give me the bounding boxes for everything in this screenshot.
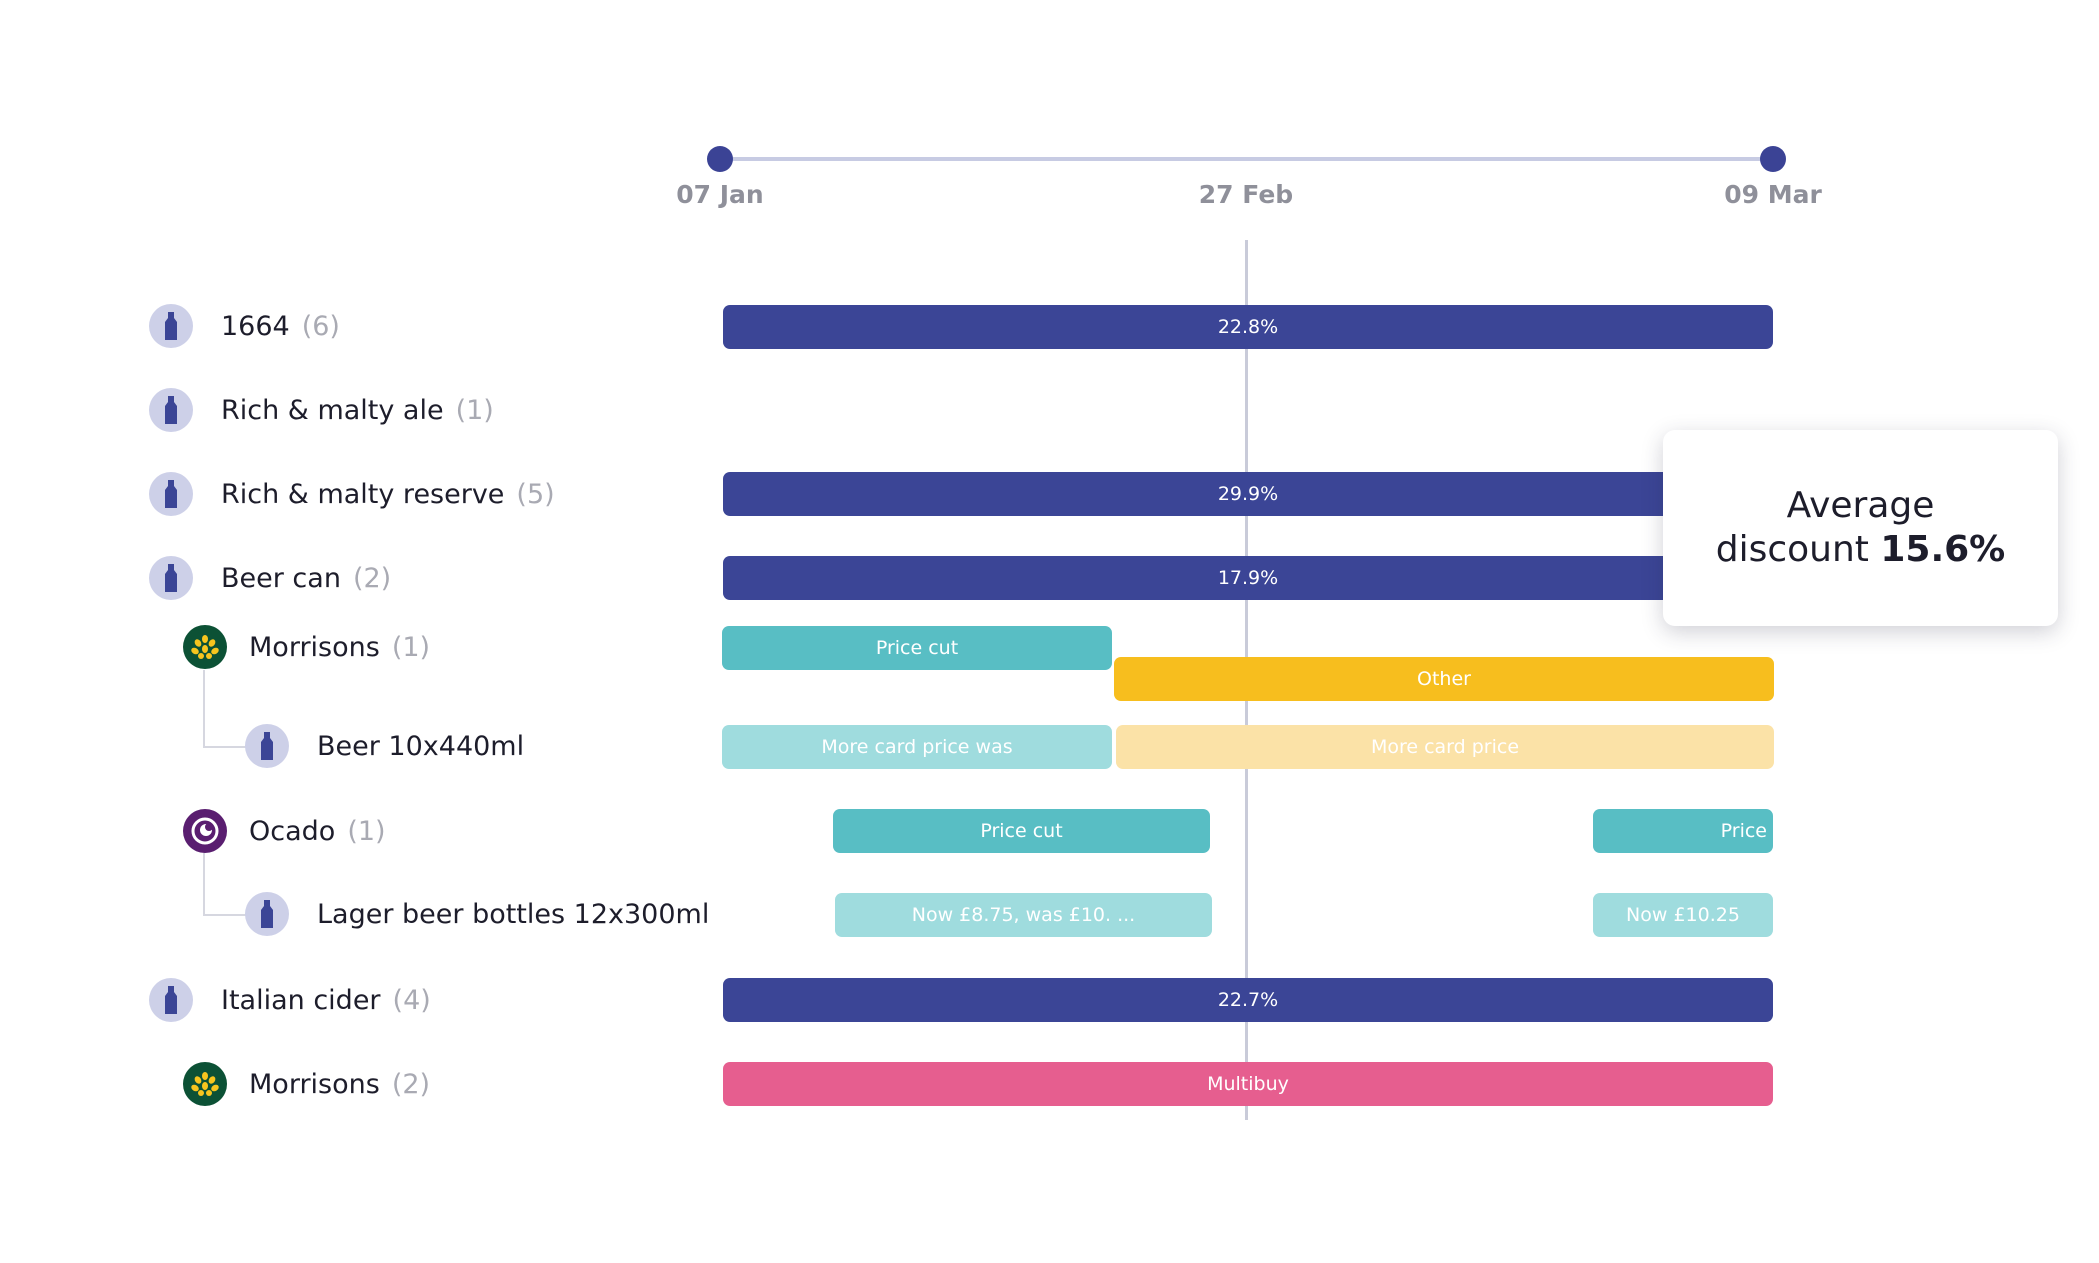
bottle-icon xyxy=(245,724,289,768)
row-label-morrisons[interactable]: Morrisons (1) xyxy=(183,625,430,669)
row-name: Morrisons xyxy=(249,1068,380,1100)
row-count: (1) xyxy=(455,394,494,426)
row-label-lager-beer-bottles[interactable]: Lager beer bottles 12x300ml xyxy=(245,892,709,936)
tooltip-line1: Average xyxy=(1786,485,1935,526)
tree-connector xyxy=(203,914,248,916)
bar-1664[interactable]: 22.8% xyxy=(723,305,1773,349)
row-name: Ocado xyxy=(249,815,336,847)
tooltip-label: discount xyxy=(1715,529,1881,570)
bar-lager-now[interactable]: Now £10.25 xyxy=(1593,893,1773,937)
row-label-rich-malty-reserve[interactable]: Rich & malty reserve (5) xyxy=(149,472,555,516)
bottle-icon xyxy=(149,556,193,600)
bar-cider-multibuy[interactable]: Multibuy xyxy=(723,1062,1773,1106)
bar-beer-can[interactable]: 17.9% xyxy=(723,556,1773,600)
tooltip-value: 15.6% xyxy=(1880,529,2006,570)
timeline-end-handle[interactable] xyxy=(1760,146,1786,172)
row-label-italian-cider[interactable]: Italian cider (4) xyxy=(149,978,431,1022)
row-count: (5) xyxy=(516,478,555,510)
timeline-mid-label: 27 Feb xyxy=(1198,180,1294,209)
tree-connector xyxy=(203,670,205,747)
bar-italian-cider[interactable]: 22.7% xyxy=(723,978,1773,1022)
timeline-start-label: 07 Jan xyxy=(676,180,764,209)
timeline-start-handle[interactable] xyxy=(707,146,733,172)
bar-morrisons-price-cut[interactable]: Price cut xyxy=(722,626,1112,670)
bar-beer-more-card-price-was[interactable]: More card price was xyxy=(722,725,1112,769)
timeline-track[interactable] xyxy=(720,157,1773,161)
row-name: Beer can xyxy=(221,562,341,594)
bar-beer-more-card-price[interactable]: More card price xyxy=(1116,725,1774,769)
ocado-logo-icon xyxy=(183,809,227,853)
bottle-icon xyxy=(245,892,289,936)
row-count: (1) xyxy=(391,631,431,663)
bar-ocado-price[interactable]: Price xyxy=(1593,809,1773,853)
bar-rich-malty-reserve[interactable]: 29.9% xyxy=(723,472,1773,516)
row-count: (6) xyxy=(301,310,340,342)
row-name: Morrisons xyxy=(249,631,380,663)
row-name: Italian cider xyxy=(221,984,381,1016)
row-name: Rich & malty ale xyxy=(221,394,444,426)
row-name: 1664 xyxy=(221,310,290,342)
row-name: Beer 10x440ml xyxy=(317,730,525,762)
average-discount-tooltip: Average discount 15.6% xyxy=(1663,430,2058,626)
row-name: Rich & malty reserve xyxy=(221,478,505,510)
row-label-1664[interactable]: 1664 (6) xyxy=(149,304,340,348)
morrisons-logo-icon xyxy=(183,625,227,669)
row-label-ocado[interactable]: Ocado (1) xyxy=(183,809,386,853)
row-count: (2) xyxy=(391,1068,431,1100)
row-label-morrisons-cider[interactable]: Morrisons (2) xyxy=(183,1062,430,1106)
row-label-beer-can[interactable]: Beer can (2) xyxy=(149,556,391,600)
timeline-end-label: 09 Mar xyxy=(1724,180,1822,209)
bottle-icon xyxy=(149,978,193,1022)
tree-connector xyxy=(203,853,205,915)
bottle-icon xyxy=(149,304,193,348)
bar-lager-now-was[interactable]: Now £8.75, was £10. ... xyxy=(835,893,1212,937)
row-count: (2) xyxy=(352,562,392,594)
row-name: Lager beer bottles 12x300ml xyxy=(317,898,710,930)
tree-connector xyxy=(203,746,248,748)
row-count: (4) xyxy=(392,984,431,1016)
row-count: (1) xyxy=(347,815,386,847)
bar-morrisons-other[interactable]: Other xyxy=(1114,657,1774,701)
row-label-rich-malty-ale[interactable]: Rich & malty ale (1) xyxy=(149,388,494,432)
bottle-icon xyxy=(149,472,193,516)
morrisons-logo-icon xyxy=(183,1062,227,1106)
bar-ocado-price-cut[interactable]: Price cut xyxy=(833,809,1210,853)
row-label-beer-10x440ml[interactable]: Beer 10x440ml xyxy=(245,724,524,768)
bottle-icon xyxy=(149,388,193,432)
tooltip-line2: discount 15.6% xyxy=(1716,528,2006,572)
